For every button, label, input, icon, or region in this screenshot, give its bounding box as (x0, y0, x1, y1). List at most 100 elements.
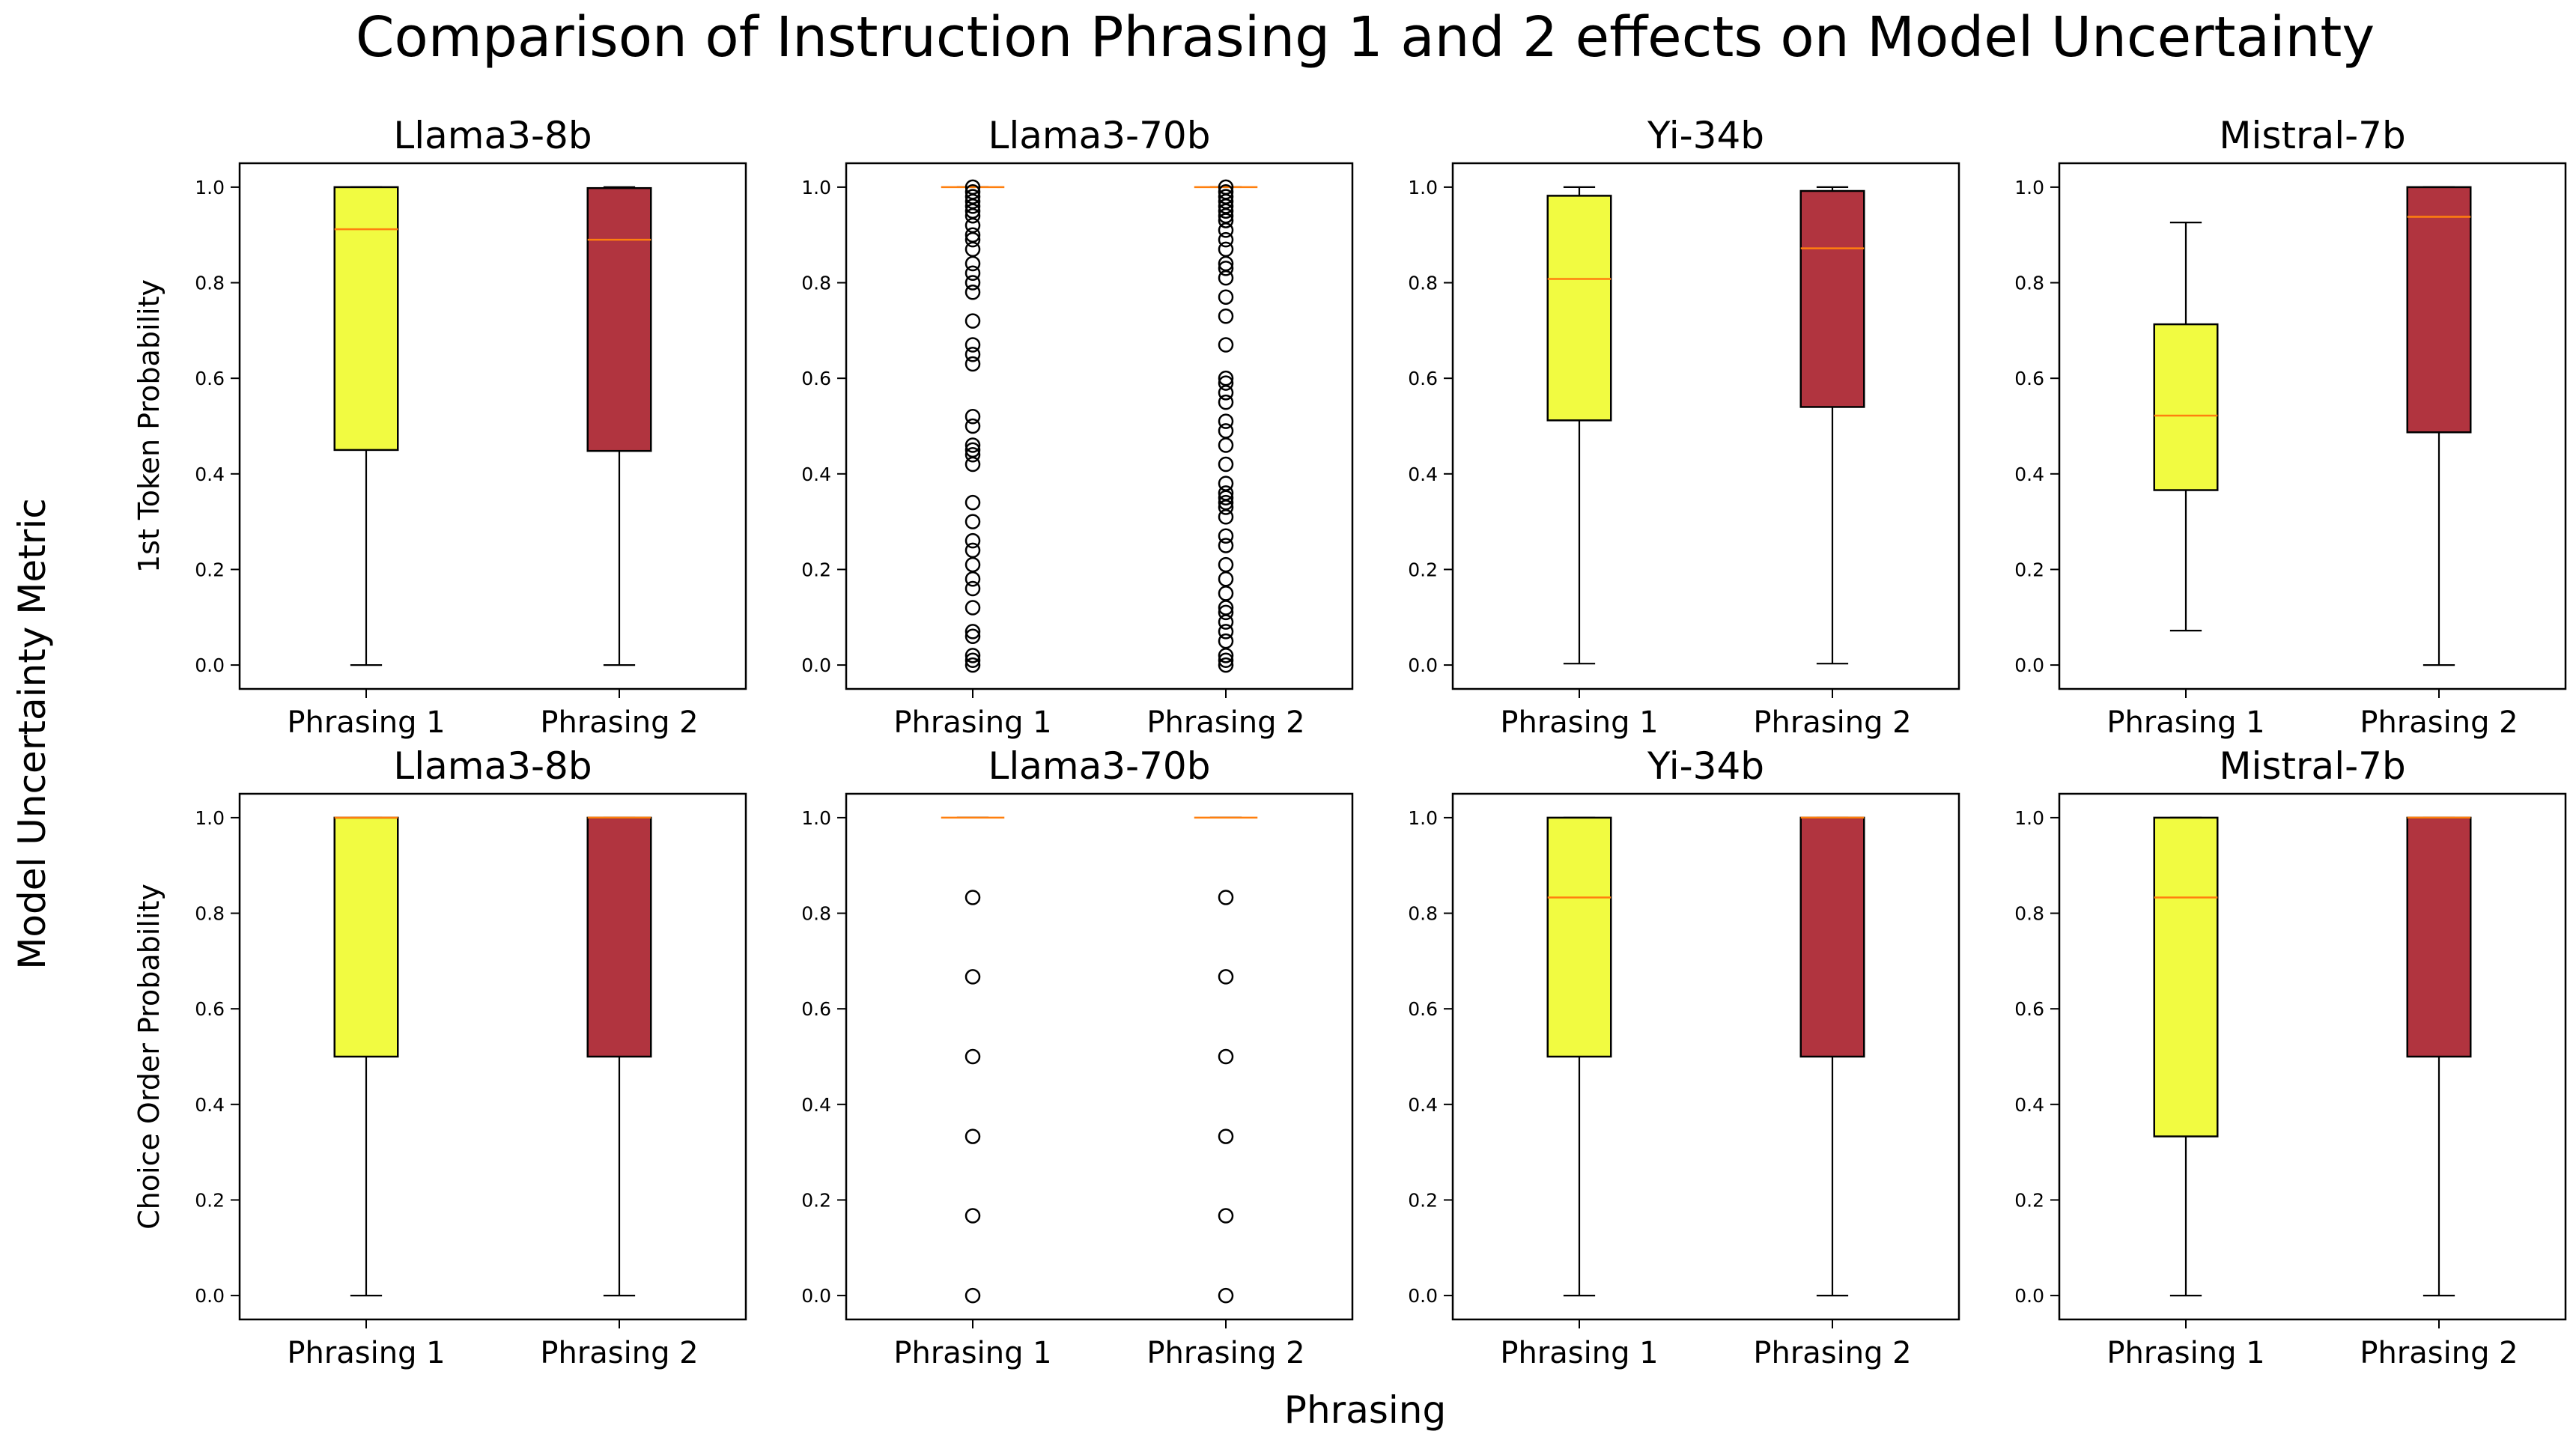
outlier-point (965, 418, 981, 434)
box-iqr (1546, 195, 1612, 422)
y-tick-label: 0.8 (2014, 903, 2044, 925)
y-tick-label: 0.0 (801, 654, 831, 676)
outlier-point (965, 179, 981, 195)
y-tick-label: 0.0 (2014, 1285, 2044, 1307)
y-tick-label: 0.2 (2014, 1189, 2044, 1211)
outlier-point (1218, 413, 1234, 429)
outlier-point (965, 657, 981, 673)
outlier-point (1218, 556, 1234, 573)
box-phrasing-1 (2153, 816, 2219, 1297)
panel-llama3-8b-row2: Llama3-8b Choice Order Probability 0.0 0.2 0… (133, 744, 747, 1370)
panel-title: Yi-34b (1647, 114, 1764, 157)
outlier-point (1218, 184, 1234, 200)
box-phrasing-2 (1194, 179, 1258, 673)
y-tick-label: 1.0 (1408, 807, 1438, 829)
y-tick-label: 0.0 (1408, 654, 1438, 676)
y-tick-label: 0.6 (2014, 998, 2044, 1020)
y-tick-label: 0.0 (2014, 654, 2044, 676)
x-axis-label: Phrasing (1284, 1388, 1446, 1432)
outlier-point (1218, 652, 1234, 668)
outlier-point (965, 890, 981, 905)
y-tick-label: 0.2 (195, 559, 225, 580)
box-phrasing-2 (1799, 816, 1865, 1297)
outlier-point (1218, 1287, 1234, 1304)
box-iqr (2406, 816, 2472, 1058)
y-tick-label: 0.0 (195, 654, 225, 676)
outlier-point (965, 1048, 981, 1065)
outlier-point (965, 447, 981, 463)
panel-llama3-70b-row2: Llama3-70b 0.0 0.2 0.4 0.6 0.8 1.0 Phrasing 1 Ph… (801, 744, 1354, 1370)
outlier-point (1218, 1128, 1234, 1144)
y-tick-label: 1.0 (2014, 807, 2044, 829)
x-tick-label: Phrasing 1 (1500, 705, 1658, 740)
outlier-point (965, 227, 981, 243)
panel-yi-34b-row2: Yi-34b 0.0 0.2 0.4 0.6 0.8 1.0 Phrasing 1 Phrasi… (1408, 744, 1960, 1370)
box-iqr (586, 186, 652, 452)
axes-frame (238, 162, 747, 690)
box-phrasing-1 (1546, 186, 1612, 665)
outlier-point (1218, 624, 1234, 640)
y-tick-label: 0.4 (2014, 1094, 2044, 1116)
box-iqr (333, 816, 399, 1058)
outlier-point (1218, 370, 1234, 386)
x-tick-label: Phrasing 2 (1146, 705, 1304, 740)
y-tick-label: 0.4 (801, 464, 831, 485)
box-iqr (2406, 186, 2472, 434)
box-iqr (2153, 816, 2219, 1137)
outlier-point (1218, 337, 1234, 353)
outlier-point (965, 648, 981, 663)
y-tick-label: 1.0 (2014, 177, 2044, 198)
outlier-point (1218, 571, 1234, 587)
y-tick-label: 0.4 (1408, 464, 1438, 485)
x-tick-label: Phrasing 2 (2360, 705, 2518, 740)
x-tick-label: Phrasing 2 (1146, 1336, 1304, 1370)
y-tick-label: 0.4 (1408, 1094, 1438, 1116)
outlier-point (965, 494, 981, 511)
panels: Llama3-8b 1st Token Probability 0.0 0.2 0.4 0… (133, 114, 2567, 1370)
y-tick-label: 0.4 (2014, 464, 2044, 485)
outlier-point (965, 556, 981, 573)
panel-title: Llama3-8b (393, 744, 592, 788)
x-tick-label: Phrasing 1 (287, 705, 445, 740)
y-tick-label: 0.0 (1408, 1285, 1438, 1307)
box-phrasing-2 (586, 186, 652, 666)
axes-frame (238, 792, 747, 1321)
box-phrasing-1 (1546, 816, 1612, 1297)
outlier-point (1218, 394, 1234, 410)
panel-llama3-8b-row1: Llama3-8b 1st Token Probability 0.0 0.2 0.4 0… (133, 114, 747, 740)
y-tick-label: 0.6 (801, 998, 831, 1020)
outlier-point (1218, 538, 1234, 553)
y-tick-label: 0.8 (801, 273, 831, 294)
y-tick-label: 1.0 (801, 807, 831, 829)
panel-title: Yi-34b (1647, 744, 1764, 788)
outlier-point (965, 624, 981, 640)
y-tick-label: 0.8 (195, 273, 225, 294)
outlier-point (1218, 179, 1234, 195)
outlier-point (1218, 633, 1234, 649)
y-tick-label: 0.2 (1408, 1189, 1438, 1211)
y-tick-label: 0.2 (2014, 559, 2044, 580)
axes-frame (1451, 162, 1960, 690)
x-tick-label: Phrasing 2 (1753, 1336, 1911, 1370)
axes-frame (845, 792, 1354, 1321)
axes-frame (1451, 792, 1960, 1321)
outlier-point (1218, 485, 1234, 501)
y-tick-label: 0.2 (801, 1189, 831, 1211)
outlier-point (965, 356, 981, 372)
outlier-point (1218, 375, 1234, 391)
outlier-point (965, 347, 981, 362)
outlier-point (965, 532, 981, 549)
axes-frame (2058, 792, 2567, 1321)
panel-title: Llama3-70b (988, 114, 1211, 157)
x-tick-label: Phrasing 2 (1753, 705, 1911, 740)
outlier-point (965, 408, 981, 425)
box-phrasing-1 (333, 816, 399, 1297)
y-tick-label: 0.6 (195, 998, 225, 1020)
outlier-point (965, 184, 981, 200)
y-tick-label: 1.0 (801, 177, 831, 198)
outlier-point (1218, 604, 1234, 621)
panel-mistral-7b-row1: Mistral-7b 0.0 0.2 0.4 0.6 0.8 1.0 Phrasing 1 Ph… (2014, 114, 2567, 740)
outlier-point (965, 652, 981, 668)
outlier-point (1218, 969, 1234, 985)
outlier-point (965, 275, 981, 291)
